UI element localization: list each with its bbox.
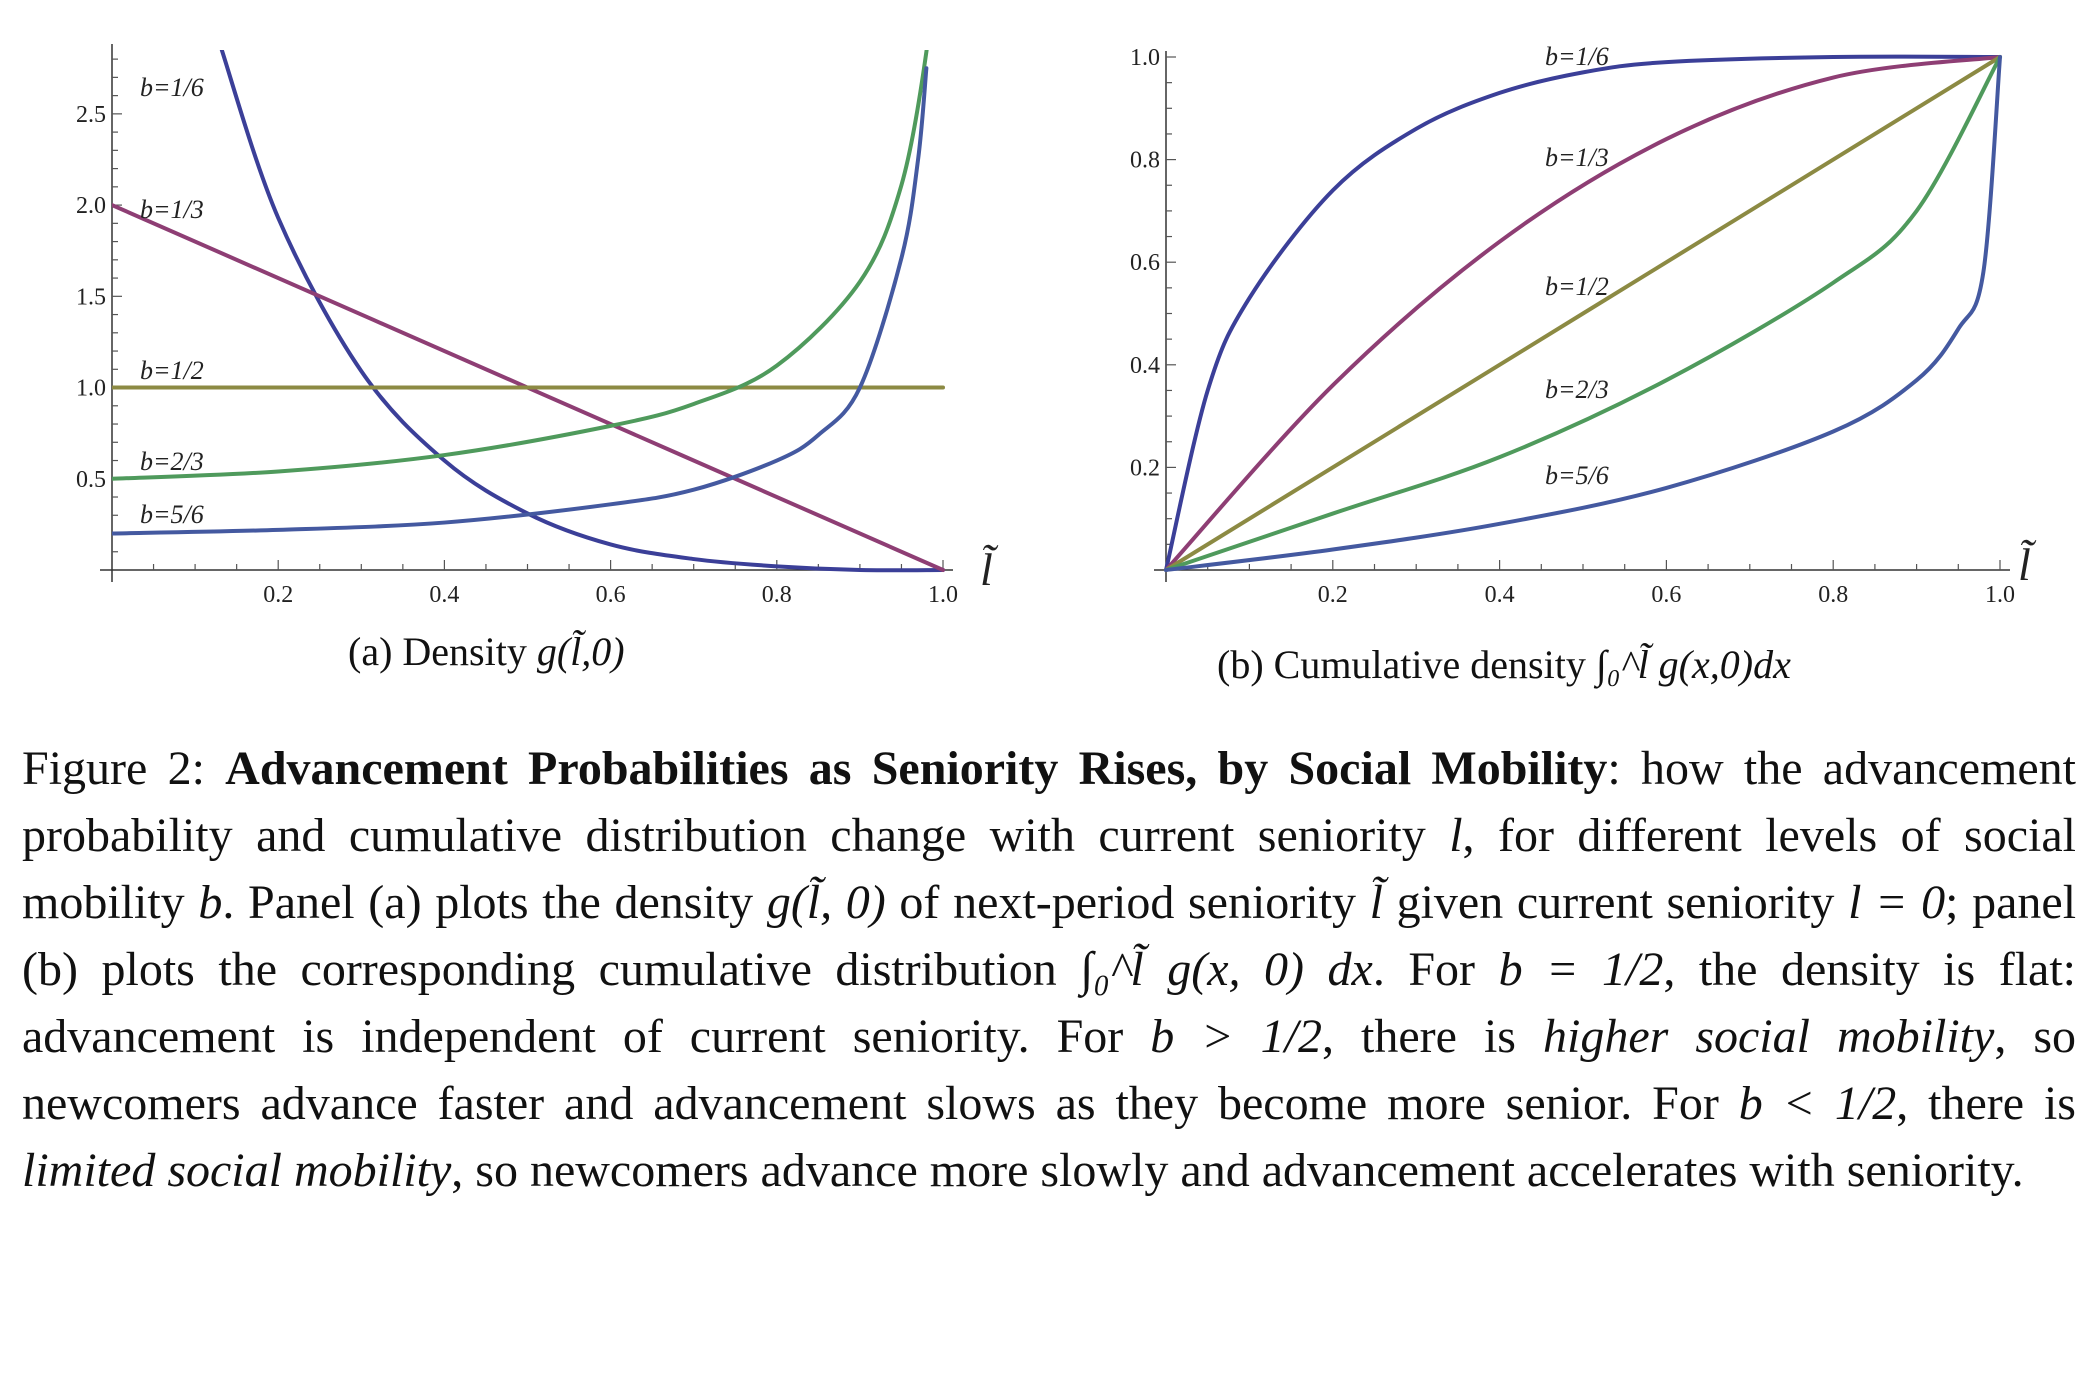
caption-figure-prefix: Figure 2: — [22, 742, 226, 795]
panel-a-curves — [112, 50, 945, 573]
panel-a-curve-label: b=2/3 — [140, 447, 204, 476]
panel-a-x-tick-label: 0.4 — [429, 582, 459, 608]
panel-a-series-b-5-6 — [112, 66, 929, 536]
panel-b-curve-label: b=1/3 — [1545, 143, 1609, 172]
panel-a-x-axis-label: l̃ — [980, 544, 999, 595]
panel-b-caption-prefix: (b) Cumulative density — [1217, 642, 1596, 687]
panel-a-curve-label: b=1/6 — [140, 73, 204, 102]
panel-b-caption: (b) Cumulative density ∫₀^l̃ g(x,0)dx — [1217, 642, 1791, 689]
caption-figure-title: Advancement Probabilities as Seniority R… — [225, 742, 1608, 795]
caption-math: b = 1/2 — [1498, 943, 1664, 996]
caption-emphasis: limited social mobility — [22, 1144, 452, 1197]
panel-a-x-tick-label: 0.8 — [762, 582, 792, 608]
caption-math: b < 1/2 — [1738, 1077, 1897, 1130]
panel-a-y-tick-label: 2.5 — [76, 102, 106, 128]
panel-b-curve-label: b=1/6 — [1545, 42, 1609, 71]
caption-math: l — [1449, 809, 1463, 862]
panel-a-caption-prefix: (a) Density — [348, 629, 537, 674]
panel-b-series-b-2-3 — [1164, 55, 2002, 572]
panel-a-caption-math: g(l̃,0) — [537, 629, 625, 674]
panel-a-caption: (a) Density g(l̃,0) — [348, 629, 625, 674]
panel-a-y-tick-label: 1.5 — [76, 284, 106, 310]
caption-text: : how the advancement probability and cu… — [22, 742, 2077, 862]
panel-b-cumulative-chart: 0.2 0.4 0.6 0.8 1.00.20.40.60.81.0 b=1/6b=1/… — [1130, 42, 2037, 689]
panel-b-caption-math: ∫₀^l̃ g(x,0)dx — [1593, 642, 1791, 689]
panel-b-y-tick-label: 0.4 — [1130, 353, 1160, 379]
caption-math: b — [198, 876, 223, 929]
panel-b-series-b-1-6 — [1164, 54, 2002, 572]
caption-text: of next-period seniority — [885, 876, 1370, 929]
caption-text: , there is — [1322, 1010, 1543, 1063]
panel-b-x-tick-label: 0.4 — [1485, 582, 1515, 608]
panel-a-axes: 0.2 0.4 0.6 0.8 1.0 0.5 1.0 1.5 2.0 2.5 — [76, 44, 958, 608]
panel-a-curve-labels: b=1/6 b=1/3 b=1/2 b=2/3 b=5/6 — [140, 73, 204, 529]
caption-math: g(l̃, 0) — [766, 876, 886, 929]
panel-a-y-tick-label: 1.0 — [76, 376, 106, 402]
caption-math: b > 1/2 — [1150, 1010, 1323, 1063]
panel-a-density-chart: 0.2 0.4 0.6 0.8 1.00.51.01.52.02.5 b=1/6b=1/… — [76, 44, 999, 674]
figure-caption: Figure 2: Advancement Probabilities as S… — [22, 735, 2076, 1204]
panel-b-x-tick-label: 0.8 — [1818, 582, 1848, 608]
caption-text: ; panel (b) plots the corresponding cumu… — [22, 876, 2077, 996]
panel-b-curve-label: b=1/2 — [1545, 272, 1609, 301]
panel-b-y-tick-label: 0.2 — [1130, 455, 1160, 481]
panel-b-series-b-1-2 — [1164, 55, 2002, 572]
panel-b-curve-label: b=5/6 — [1545, 461, 1609, 490]
panel-a-x-tick-label: 0.6 — [596, 582, 626, 608]
caption-text: . Panel (a) plots the density — [222, 876, 767, 929]
panel-b-x-tick-label: 0.6 — [1651, 582, 1681, 608]
caption-text: , so newcomers advance faster and advanc… — [22, 1010, 2076, 1130]
panel-b-x-tick-label: 0.2 — [1318, 582, 1348, 608]
panel-b-x-axis-label: l̃ — [2018, 539, 2037, 590]
caption-text: . For — [1372, 943, 1499, 996]
panel-a-curve-label: b=1/3 — [140, 195, 204, 224]
panel-a-y-tick-label: 2.0 — [76, 193, 106, 219]
caption-text: given current seniority — [1382, 876, 1849, 929]
panel-b-axes: 0.2 0.4 0.6 0.8 1.0 0.2 0.4 0.6 0.8 1.0 — [1130, 45, 2015, 608]
caption-text: , there is — [1896, 1077, 2076, 1130]
panel-b-series-b-5-6 — [1164, 55, 2002, 572]
panel-b-y-tick-label: 0.8 — [1130, 148, 1160, 174]
panel-b-series-b-1-3 — [1164, 55, 2002, 572]
panel-b-y-tick-label: 0.6 — [1130, 250, 1160, 276]
caption-math: l̃ — [1369, 876, 1383, 929]
panel-b-curve-label: b=2/3 — [1545, 375, 1609, 404]
caption-text: , for different levels of social mobilit… — [22, 809, 2076, 929]
caption-text: , so newcomers advance more slowly and a… — [451, 1144, 2024, 1197]
caption-emphasis: higher social mobility — [1543, 1010, 1995, 1063]
panel-b-curve-labels: b=1/6 b=1/3 b=1/2 b=2/3 b=5/6 — [1545, 42, 1609, 490]
caption-math: ∫₀^l̃ g(x, 0) dx — [1080, 943, 1373, 996]
panel-a-x-tick-label: 1.0 — [928, 582, 958, 608]
caption-text: , the density is flat: advancement is in… — [22, 943, 2077, 1063]
panel-a-y-tick-label: 0.5 — [76, 467, 106, 493]
panel-a-curve-label: b=5/6 — [140, 500, 204, 529]
panel-b-x-tick-label: 1.0 — [1985, 582, 2015, 608]
panel-b-curves — [1164, 54, 2002, 572]
figure-2: 0.2 0.4 0.6 0.8 1.00.51.01.52.02.5 b=1/6b=1/… — [76, 42, 2037, 689]
panel-a-series-b-2-3 — [112, 50, 929, 481]
caption-math: l = 0 — [1848, 876, 1946, 929]
panel-a-curve-label: b=1/2 — [140, 356, 204, 385]
panel-a-x-tick-label: 0.2 — [263, 582, 293, 608]
panel-a-series-b-1-6 — [219, 50, 945, 573]
panel-b-y-tick-label: 1.0 — [1130, 45, 1160, 71]
